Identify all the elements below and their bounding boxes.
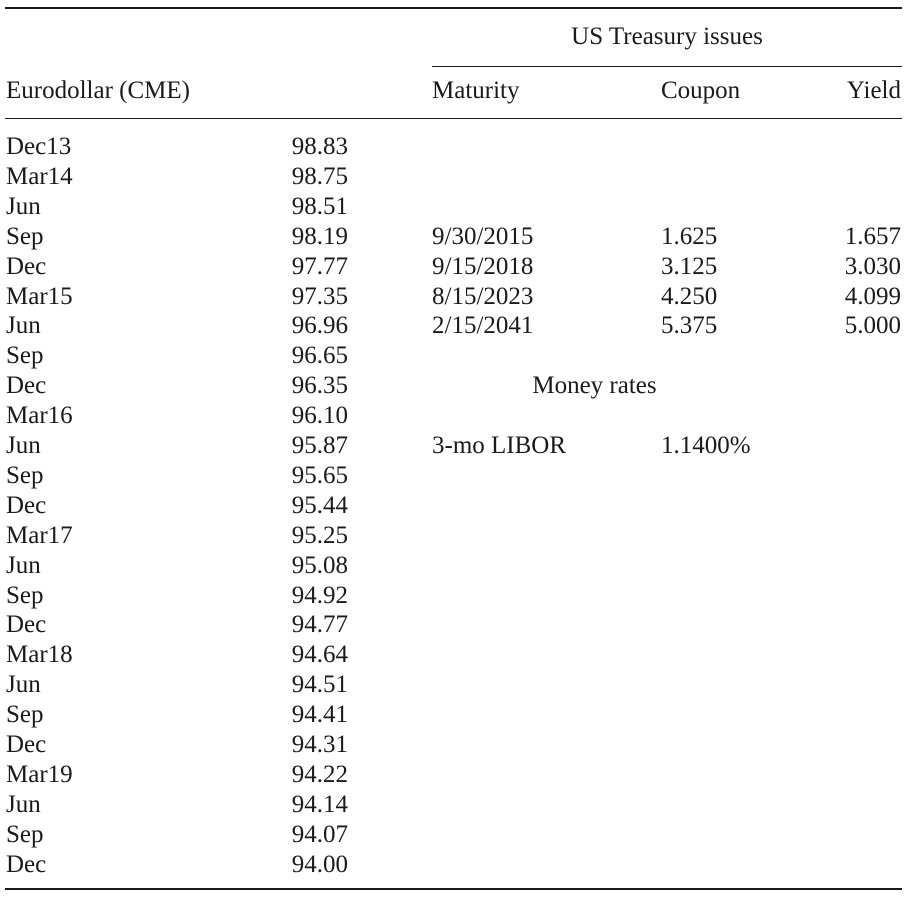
eurodollar-price: 97.35: [291, 282, 348, 310]
treasury-maturity: 8/15/2023: [432, 282, 534, 310]
top-rule: [5, 7, 902, 9]
eurodollar-price: 95.87: [291, 432, 348, 459]
eurodollar-price: 96.65: [291, 342, 348, 370]
eurodollar-price: 94.64: [291, 641, 348, 669]
eurodollar-contract: Dec: [6, 611, 47, 639]
coupon-header: Coupon: [661, 77, 741, 104]
eurodollar-price: 95.08: [291, 551, 348, 579]
eurodollar-price: 94.00: [291, 850, 348, 878]
eurodollar-contract: Jun: [6, 192, 41, 220]
eurodollar-contract: Mar18: [6, 641, 73, 669]
eurodollar-header: Eurodollar (CME): [6, 77, 190, 104]
eurodollar-contract: Sep: [6, 222, 44, 250]
eurodollar-price: 98.75: [291, 162, 348, 190]
eurodollar-contract: Mar19: [6, 760, 73, 788]
treasury-coupon: 5.375: [661, 312, 718, 340]
eurodollar-price: 97.77: [291, 252, 348, 280]
bottom-rule: [5, 888, 902, 890]
treasury-group-rule: [432, 66, 902, 67]
eurodollar-contract: Jun: [6, 671, 41, 699]
eurodollar-price: 98.51: [291, 192, 348, 220]
eurodollar-contract: Jun: [6, 312, 41, 340]
eurodollar-price: 94.41: [291, 701, 348, 729]
eurodollar-contract: Jun: [6, 551, 41, 579]
eurodollar-contract: Sep: [6, 581, 44, 609]
eurodollar-contract: Jun: [6, 432, 41, 459]
treasury-maturity: 2/15/2041: [432, 312, 534, 340]
eurodollar-price: 94.22: [291, 760, 348, 788]
treasury-yield: 3.030: [844, 252, 901, 280]
eurodollar-price: 94.14: [291, 790, 348, 818]
eurodollar-contract: Mar17: [6, 521, 73, 549]
eurodollar-contract: Jun: [6, 790, 41, 818]
treasury-yield: 4.099: [844, 282, 901, 310]
eurodollar-contract: Sep: [6, 342, 44, 370]
eurodollar-contract: Sep: [6, 820, 44, 848]
treasury-coupon: 1.625: [661, 222, 718, 250]
eurodollar-price: 95.44: [291, 491, 348, 519]
eurodollar-contract: Dec: [6, 372, 47, 400]
eurodollar-price: 94.07: [291, 820, 348, 848]
treasury-yield: 5.000: [844, 312, 901, 340]
eurodollar-contract: Mar14: [6, 162, 73, 190]
eurodollar-price: 96.35: [291, 372, 348, 400]
yield-header: Yield: [846, 77, 901, 104]
eurodollar-price: 98.19: [291, 222, 348, 250]
eurodollar-contract: Dec: [6, 491, 47, 519]
eurodollar-price: 96.96: [291, 312, 348, 340]
eurodollar-contract: Dec13: [6, 133, 72, 160]
eurodollar-price: 94.51: [291, 671, 348, 699]
eurodollar-price: 95.65: [291, 461, 348, 489]
eurodollar-price: 94.77: [291, 611, 348, 639]
eurodollar-price: 94.92: [291, 581, 348, 609]
eurodollar-price: 96.10: [291, 402, 348, 430]
eurodollar-contract: Mar15: [6, 282, 73, 310]
treasury-maturity: 9/15/2018: [432, 252, 534, 280]
eurodollar-contract: Sep: [6, 701, 44, 729]
eurodollar-price: 98.83: [291, 133, 348, 160]
treasury-coupon: 4.250: [661, 282, 718, 310]
money-rates-title: Money rates: [532, 372, 657, 399]
eurodollar-contract: Sep: [6, 461, 44, 489]
eurodollar-contract: Dec: [6, 252, 47, 280]
eurodollar-contract: Dec: [6, 731, 47, 758]
eurodollar-price: 95.25: [291, 521, 348, 549]
libor-label: 3-mo LIBOR: [432, 432, 567, 459]
maturity-header: Maturity: [432, 77, 520, 104]
eurodollar-price: 94.31: [291, 731, 348, 758]
header-rule: [5, 118, 902, 119]
treasury-yield: 1.657: [844, 222, 901, 250]
treasury-coupon: 3.125: [661, 252, 718, 280]
treasury-maturity: 9/30/2015: [432, 222, 534, 250]
treasury-group-header: US Treasury issues: [571, 23, 763, 50]
libor-value: 1.1400%: [661, 432, 751, 459]
eurodollar-contract: Mar16: [6, 402, 73, 430]
eurodollar-contract: Dec: [6, 850, 47, 878]
